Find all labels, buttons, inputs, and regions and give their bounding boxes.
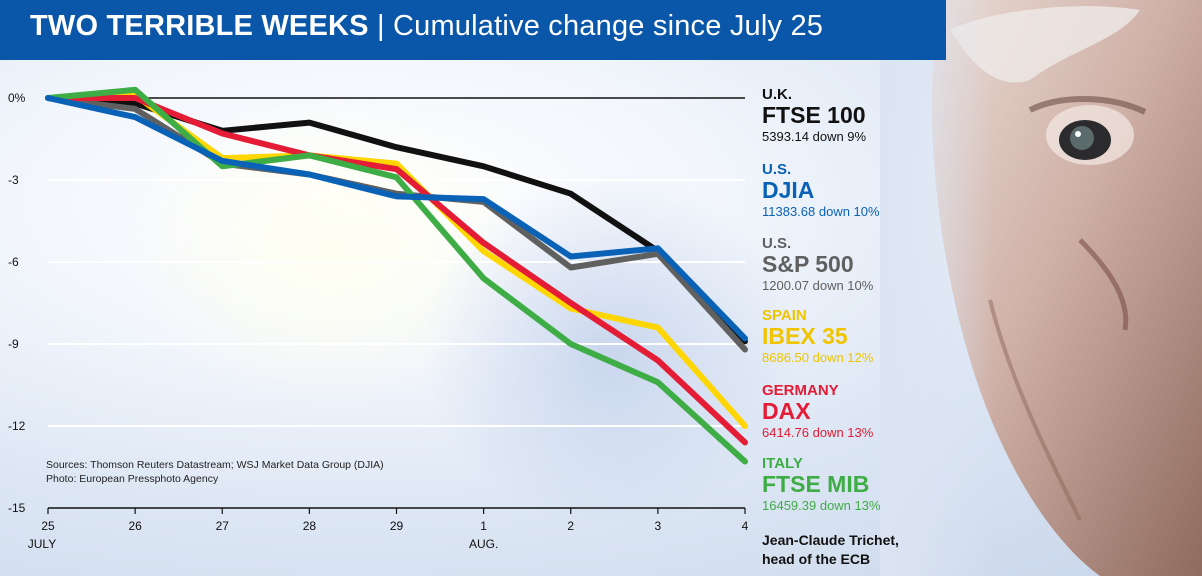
legend-detail: 8686.50 down 12% [762,350,874,365]
y-tick-label: -15 [8,501,26,515]
legend-index: DJIA [762,177,815,203]
y-axis-ticks: 0% -3 -6 -9 -12 -15 [8,91,26,515]
y-tick-label: -12 [8,419,26,433]
title-separator: | [376,10,385,42]
legend-ftsemib: ITALY FTSE MIB 16459.39 down 13% [762,456,881,512]
legend-ftse100: U.K. FTSE 100 5393.14 down 9% [762,87,866,143]
legend-country: U.K. [762,86,792,103]
legend-country: ITALY [762,455,803,472]
caption-line-2: head of the ECB [762,551,871,567]
x-tick-label: 29 [390,519,404,533]
legend-country: U.S. [762,235,792,252]
chart-title: TWO TERRIBLE WEEKS | Cumulative change s… [30,10,823,43]
y-tick-label: -6 [8,255,19,269]
y-tick-label: 0% [8,91,26,105]
y-tick-label: -9 [8,337,19,351]
x-month-label: AUG. [469,537,498,551]
series-line-ftse-mib [45,86,748,465]
x-tick-label: 26 [128,519,142,533]
series-line-ftse-100 [45,95,748,345]
legend-ibex35: SPAIN IBEX 35 8686.50 down 12% [762,308,873,364]
x-tick-label: 4 [742,519,749,533]
title-main: TWO TERRIBLE WEEKS [30,10,369,42]
title-bar: TWO TERRIBLE WEEKS | Cumulative change s… [0,0,946,60]
legend-detail: 1200.07 down 10% [762,278,874,293]
x-tick-label: 27 [216,519,230,533]
legend-country: GERMANY [762,382,839,399]
legend-djia: U.S. DJIA 11383.68 down 10% [762,162,880,218]
legend-country: SPAIN [762,307,807,324]
portrait-photo [880,0,1202,576]
series-line-s-p-500 [45,95,748,353]
series-line-dax [45,95,748,446]
x-month-label: JULY [28,537,56,551]
x-tick-label: 1 [480,519,487,533]
sources-note: Sources: Thomson Reuters Datastream; WSJ… [46,458,384,486]
legend-index: DAX [762,398,811,424]
legend-detail: 5393.14 down 9% [762,129,867,144]
photo-caption: Jean-Claude Trichet, head of the ECB [762,531,899,569]
y-tick-label: -3 [8,173,19,187]
legend-detail: 6414.76 down 13% [762,425,874,440]
legend-index: FTSE MIB [762,471,870,497]
caption-line-1: Jean-Claude Trichet, [762,532,899,548]
x-tick-label: 3 [655,519,662,533]
series-lines [45,86,748,465]
series-line-djia [45,95,748,342]
legend-sp500: U.S. S&P 500 1200.07 down 10% [762,236,873,292]
x-tick-label: 2 [567,519,574,533]
legend-index: S&P 500 [762,251,854,277]
legend-index: IBEX 35 [762,323,848,349]
background-shade [420,170,800,530]
sources-text: Sources: Thomson Reuters Datastream; WSJ… [46,459,384,471]
legend-country: U.S. [762,161,792,178]
legend-index: FTSE 100 [762,102,866,128]
x-tick-label: 25 [41,519,55,533]
legend-detail: 11383.68 down 10% [762,204,880,219]
x-axis: 25 26 27 28 29 1 2 3 4 JULY AUG. [28,508,749,551]
gridlines [48,97,745,509]
legend-dax: GERMANY DAX 6414.76 down 13% [762,383,873,439]
photo-credit: Photo: European Pressphoto Agency [46,473,219,485]
x-tick-label: 28 [303,519,317,533]
title-subtitle: Cumulative change since July 25 [392,10,824,42]
legend-detail: 16459.39 down 13% [762,498,881,513]
